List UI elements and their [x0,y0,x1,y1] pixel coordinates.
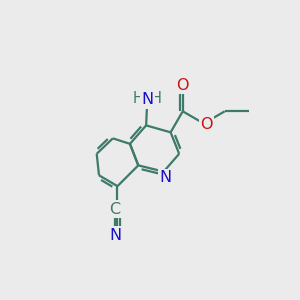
Text: H: H [151,91,161,106]
Text: H: H [133,91,144,106]
Text: O: O [200,117,213,132]
Text: N: N [160,170,172,185]
Text: C: C [109,202,120,217]
Text: N: N [110,227,122,242]
Text: N: N [141,92,153,107]
Text: O: O [176,78,189,93]
